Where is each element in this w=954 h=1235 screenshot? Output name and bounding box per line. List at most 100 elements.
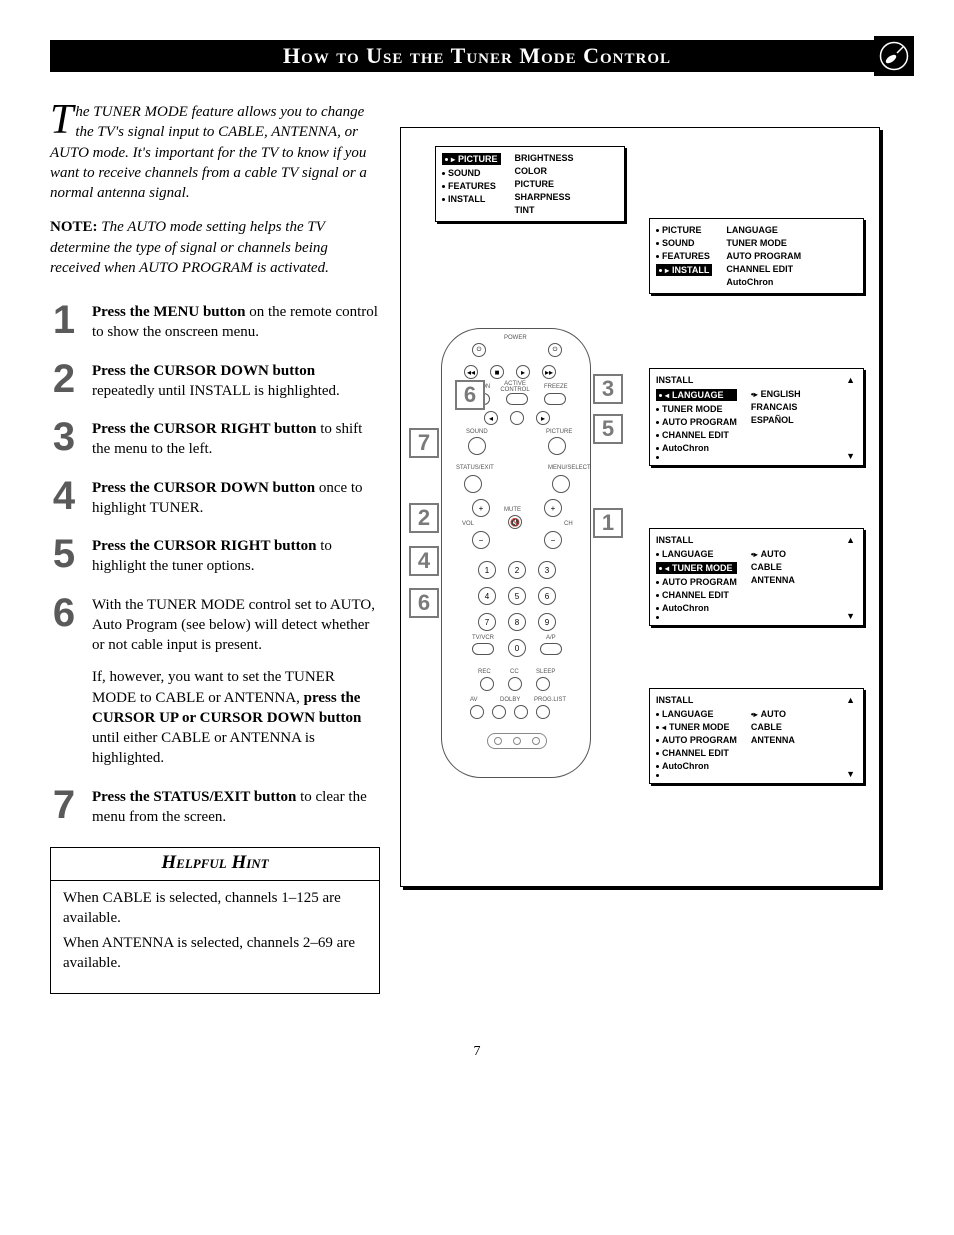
label-tvvcr: TV/VCR <box>472 635 494 641</box>
step-text: Press the CURSOR RIGHT button to shift t… <box>92 419 380 460</box>
step-text: Press the STATUS/EXIT button to clear th… <box>92 787 380 828</box>
dolby-button <box>514 705 528 719</box>
surround-button <box>492 705 506 719</box>
callout-7: 7 <box>409 428 439 458</box>
ch-up-button: + <box>544 499 562 517</box>
menu-item: AutoChron <box>656 761 737 771</box>
freeze-button <box>544 393 566 405</box>
num-8-button: 8 <box>508 613 526 631</box>
menu-option: AUTO PROGRAM <box>726 251 801 261</box>
page-number: 7 <box>50 1044 904 1060</box>
title-bar: How to Use the Tuner Mode Control <box>50 40 904 72</box>
right-column: ▸PICTURESOUNDFEATURESINSTALL BRIGHTNESSC… <box>400 102 904 994</box>
menu-item: LANGUAGE <box>656 709 737 719</box>
label-status: STATUS/EXIT <box>456 465 494 471</box>
step-3: 3 Press the CURSOR RIGHT button to shift … <box>50 419 380 460</box>
left-column: The TUNER MODE feature allows you to cha… <box>50 102 380 994</box>
menu-option: CHANNEL EDIT <box>726 264 801 274</box>
num-0-button: 0 <box>508 639 526 657</box>
menu-option: •▸ AUTO <box>751 549 795 559</box>
picture-button <box>548 437 566 455</box>
step-number: 1 <box>50 302 78 343</box>
num-9-button: 9 <box>538 613 556 631</box>
ch-down-button: − <box>544 531 562 549</box>
menu-item: SOUND <box>442 168 501 178</box>
hint-body: When CABLE is selected, channels 1–125 a… <box>51 881 379 993</box>
step-5: 5Press the CURSOR RIGHT button to highli… <box>50 536 380 577</box>
label-mute: MUTE <box>504 507 521 513</box>
intro-paragraph: The TUNER MODE feature allows you to cha… <box>50 102 380 203</box>
label-picture: PICTURE <box>546 429 572 435</box>
menu-item: FEATURES <box>656 251 712 261</box>
callout-6a: 6 <box>455 380 485 410</box>
label-av: AV <box>470 697 478 703</box>
step-text: With the TUNER MODE control set to AUTO,… <box>92 595 380 769</box>
hint-title: Helpful Hint <box>51 848 379 881</box>
label-dolby: DOLBY <box>500 697 520 703</box>
mute-button: 🔇 <box>508 515 522 529</box>
menu-option: LANGUAGE <box>726 225 801 235</box>
screen-install-main: PICTURESOUNDFEATURES▸INSTALL LANGUAGETUN… <box>649 218 864 294</box>
label-sound: SOUND <box>466 429 488 435</box>
step-2: 2 Press the CURSOR DOWN button repeatedly… <box>50 361 380 402</box>
menu-select-button <box>552 475 570 493</box>
callout-1: 1 <box>593 508 623 538</box>
menu-option: CABLE <box>751 562 795 572</box>
step-number: 7 <box>50 787 78 828</box>
rewind-button: ◂◂ <box>464 365 478 379</box>
menu-option: TUNER MODE <box>726 238 801 248</box>
label-freeze: FREEZE <box>544 384 568 390</box>
label-cc: CC <box>510 669 519 675</box>
num-4-button: 4 <box>478 587 496 605</box>
cc-button <box>508 677 522 691</box>
menu-option: •▸ ENGLISH <box>751 389 801 399</box>
av-button <box>470 705 484 719</box>
hint-line: When CABLE is selected, channels 1–125 a… <box>63 889 367 928</box>
step-list: 1Press the MENU button on the remote con… <box>50 302 380 827</box>
label-ch: CH <box>564 521 573 527</box>
num-3-button: 3 <box>538 561 556 579</box>
tvvcr-button <box>472 643 494 655</box>
menu-item <box>656 774 737 777</box>
step-text: Press the CURSOR DOWN button once to hig… <box>92 478 380 519</box>
step-number: 2 <box>50 361 78 402</box>
callout-6b: 6 <box>409 588 439 618</box>
menu-item: AUTO PROGRAM <box>656 417 737 427</box>
menu-item <box>656 616 737 619</box>
menu-option: SHARPNESS <box>515 192 574 202</box>
menu-item: FEATURES <box>442 181 501 191</box>
play-button: ▸ <box>516 365 530 379</box>
diagram-frame: ▸PICTURESOUNDFEATURESINSTALL BRIGHTNESSC… <box>400 127 880 887</box>
label-sleep: SLEEP <box>536 669 555 675</box>
menu-option: ANTENNA <box>751 575 795 585</box>
cursor-left-button: ◂ <box>484 411 498 425</box>
menu-option: BRIGHTNESS <box>515 153 574 163</box>
menu-item: AutoChron <box>656 443 737 453</box>
note-paragraph: NOTE: The AUTO mode setting helps the TV… <box>50 217 380 278</box>
menu-item: TUNER MODE <box>656 404 737 414</box>
helpful-hint-box: Helpful Hint When CABLE is selected, cha… <box>50 847 380 994</box>
sound-button <box>468 437 486 455</box>
step-text: Press the CURSOR DOWN button repeatedly … <box>92 361 380 402</box>
screen-install-tuner-1: INSTALL LANGUAGE◂TUNER MODEAUTO PROGRAMC… <box>649 528 864 626</box>
callout-3: 3 <box>593 374 623 404</box>
step-number: 3 <box>50 419 78 460</box>
callout-4: 4 <box>409 546 439 576</box>
menu-option: ESPAÑOL <box>751 415 801 425</box>
menu-option: •▸ AUTO <box>751 709 795 719</box>
hint-line: When ANTENNA is selected, channels 2–69 … <box>63 934 367 973</box>
remote-icon <box>874 36 914 76</box>
screen-install-language: INSTALL ◂LANGUAGETUNER MODEAUTO PROGRAMC… <box>649 368 864 466</box>
menu-item: CHANNEL EDIT <box>656 748 737 758</box>
num-5-button: 5 <box>508 587 526 605</box>
ok-button <box>510 411 524 425</box>
menu-option: COLOR <box>515 166 574 176</box>
menu-item: ▸INSTALL <box>656 264 712 276</box>
label-ap: A/P <box>546 635 556 641</box>
menu-item: CHANNEL EDIT <box>656 430 737 440</box>
cursor-right-button: ▸ <box>536 411 550 425</box>
screen-install-tuner-2: INSTALL LANGUAGE◂TUNER MODEAUTO PROGRAMC… <box>649 688 864 784</box>
note-label: NOTE: <box>50 219 98 235</box>
num-6-button: 6 <box>538 587 556 605</box>
label-menu: MENU/SELECT <box>548 465 591 471</box>
